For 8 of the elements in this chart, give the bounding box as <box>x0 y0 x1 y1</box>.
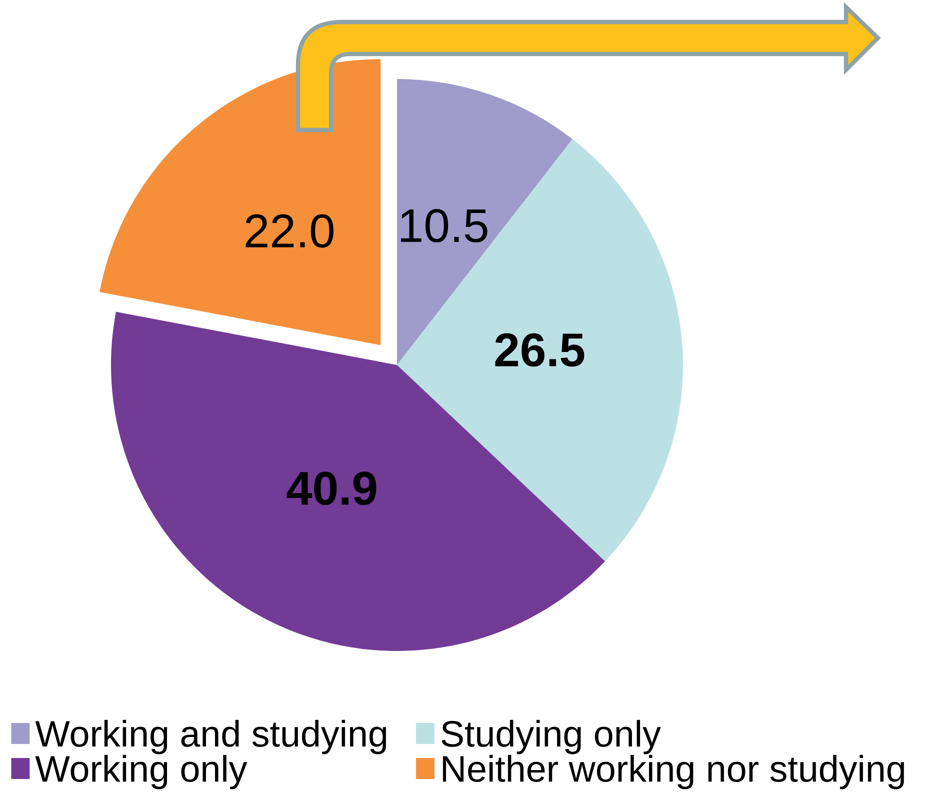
legend-label: Working and studying <box>35 720 386 754</box>
legend-label: Studying only <box>442 720 661 754</box>
data-label: 10.5 <box>401 208 488 242</box>
legend-label: Neither working nor studying <box>442 754 904 790</box>
data-label: 40.9 <box>286 472 376 506</box>
legend-label: Working only <box>35 754 248 790</box>
data-label: 26.5 <box>495 333 584 367</box>
data-label: 22.0 <box>246 214 334 248</box>
